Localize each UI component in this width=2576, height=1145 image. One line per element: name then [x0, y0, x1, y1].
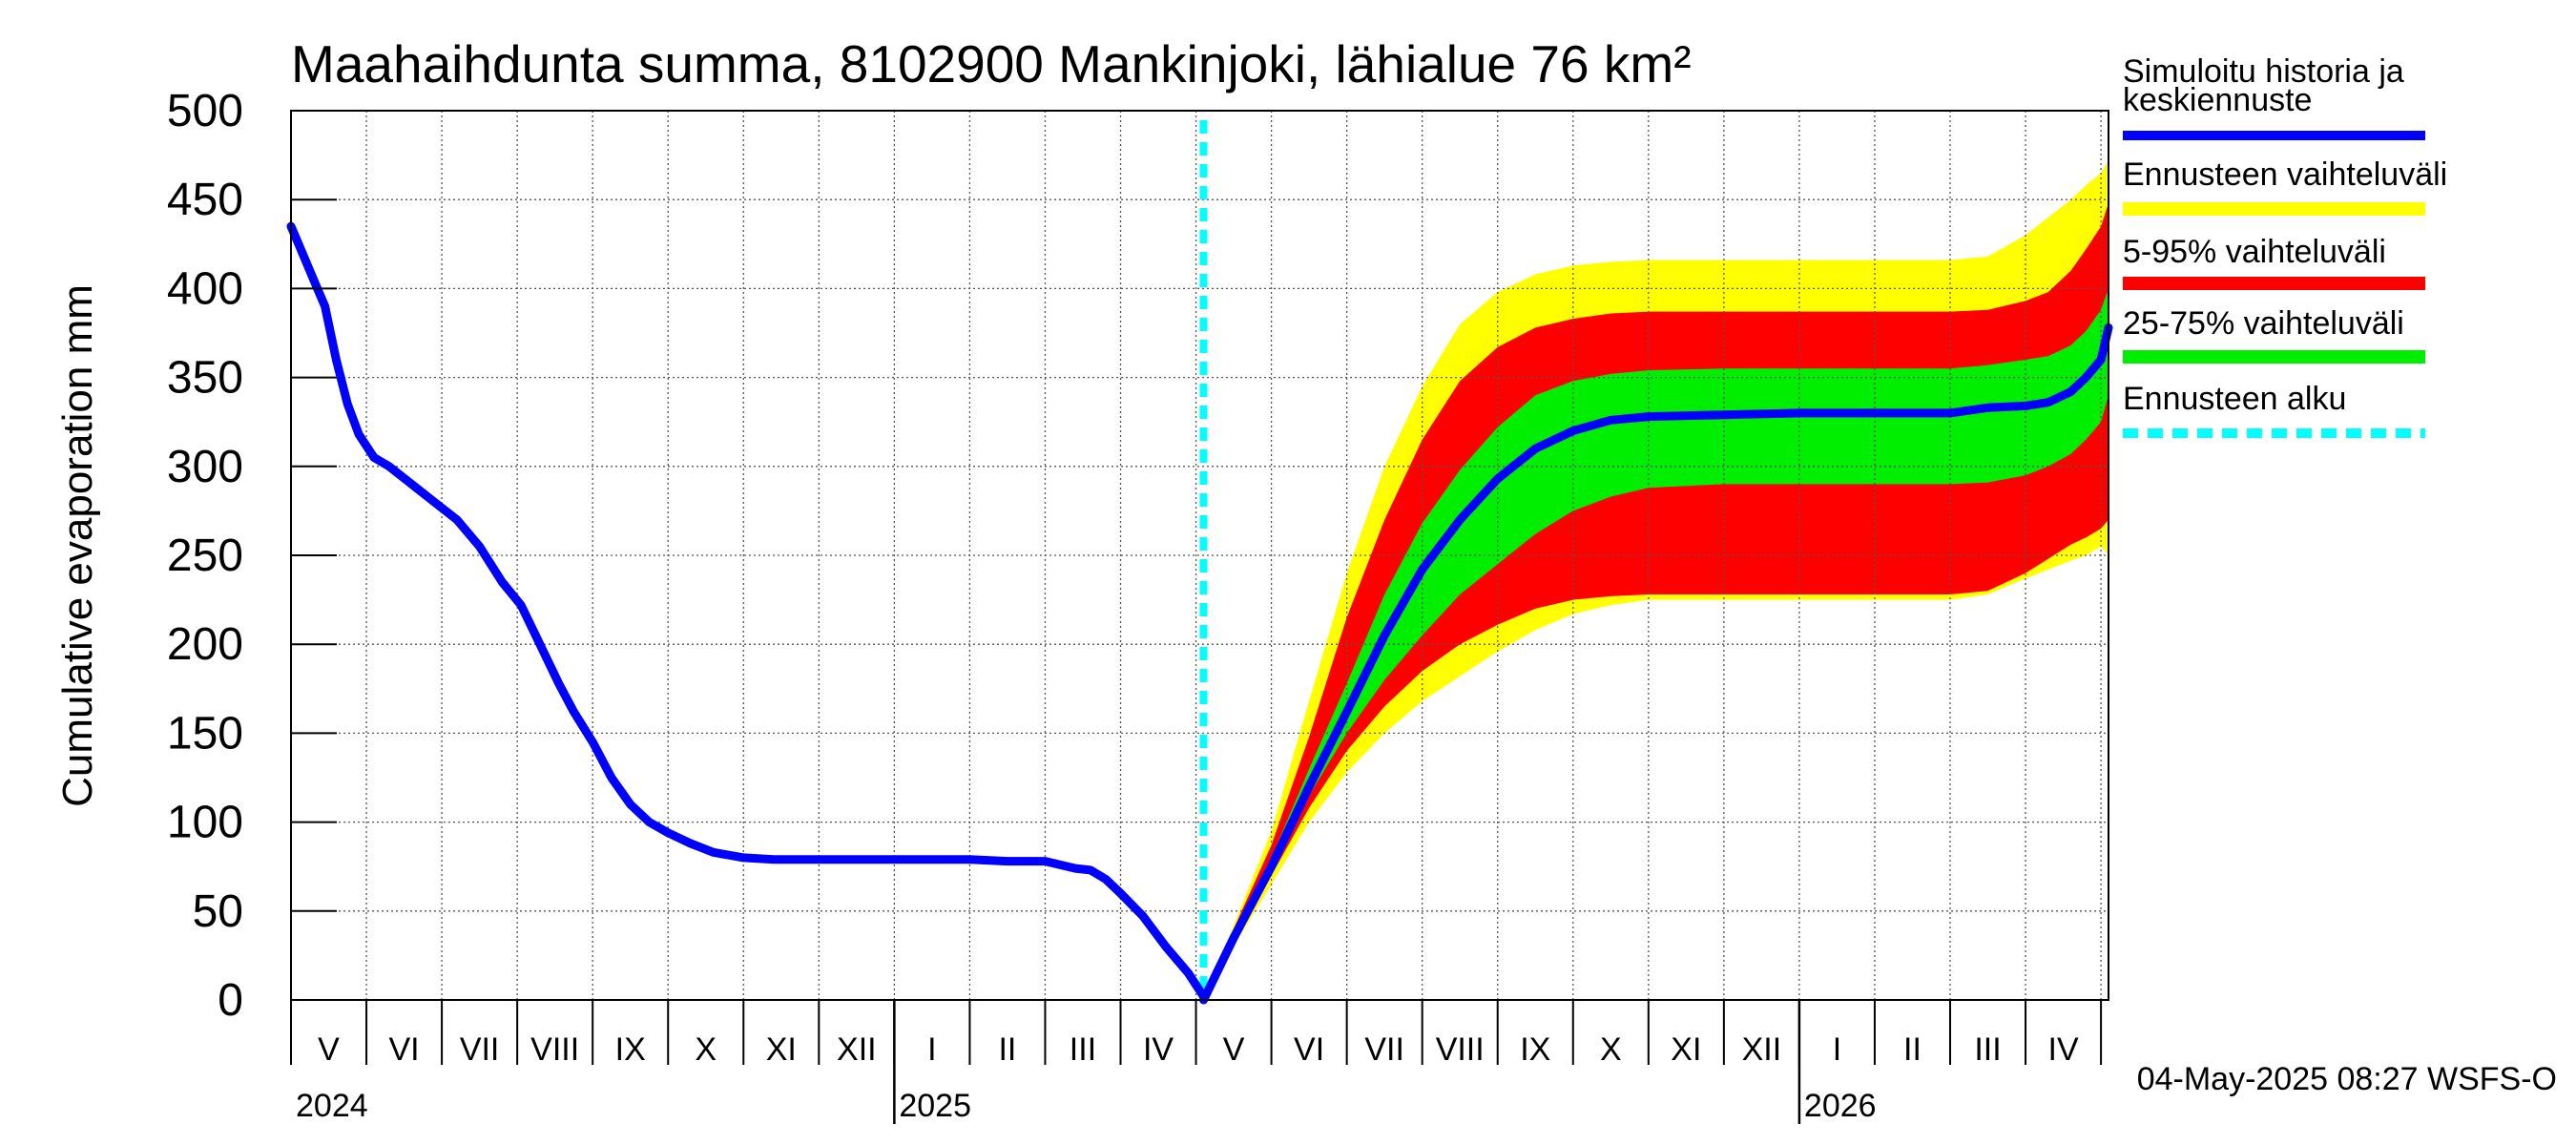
month-label: XII — [837, 1031, 877, 1068]
y-tick-label: 100 — [167, 798, 243, 848]
legend-label-range: Ennusteen vaihteluväli — [2123, 156, 2447, 193]
month-label: VIII — [1436, 1031, 1485, 1068]
month-label: V — [1223, 1031, 1245, 1068]
y-tick-label: 500 — [167, 86, 243, 136]
month-label: VII — [1364, 1031, 1404, 1068]
y-axis-ticks: 0 50 100 150 200 250 300 350 400 450 500 — [167, 86, 337, 1026]
series-lines — [286, 120, 2113, 1005]
forecast-bands — [1203, 160, 2109, 1000]
mean-forecast-line — [1199, 323, 2113, 1005]
month-label: VI — [1294, 1031, 1324, 1068]
month-label: IV — [2048, 1031, 2079, 1068]
year-label: 2026 — [1804, 1088, 1877, 1124]
timestamp: 04-May-2025 08:27 WSFS-O — [2137, 1061, 2557, 1097]
year-label: 2025 — [899, 1088, 971, 1124]
month-label: III — [1070, 1031, 1096, 1068]
month-label: II — [998, 1031, 1016, 1068]
month-label: V — [318, 1031, 340, 1068]
y-tick-label: 0 — [218, 975, 243, 1026]
legend-label-forecast-start: Ennusteen alku — [2123, 381, 2346, 417]
month-label: XI — [766, 1031, 797, 1068]
legend-label-history-line2: keskiennuste — [2123, 82, 2312, 118]
x-axis-ticks: V VI VII VIII IX X XI XII I II III IV V VI VII VIII IX X X… — [290, 1000, 2103, 1124]
year-label: 2024 — [296, 1088, 368, 1124]
month-label: II — [1903, 1031, 1922, 1068]
month-label: III — [1974, 1031, 2001, 1068]
legend-label-history-line1: Simuloitu historia ja — [2123, 53, 2404, 90]
month-label: VIII — [530, 1031, 579, 1068]
month-label: XII — [1742, 1031, 1782, 1068]
y-tick-label: 400 — [167, 263, 243, 314]
y-tick-label: 300 — [167, 442, 243, 492]
legend: Simuloitu historia ja keskiennuste Ennus… — [2123, 53, 2447, 438]
y-tick-label: 450 — [167, 175, 243, 225]
month-label: X — [695, 1031, 717, 1068]
month-label: VI — [389, 1031, 420, 1068]
legend-label-25-75: 25-75% vaihteluväli — [2123, 305, 2404, 342]
month-label: IX — [615, 1031, 646, 1068]
month-label: X — [1600, 1031, 1622, 1068]
y-tick-label: 250 — [167, 531, 243, 581]
history-line — [286, 221, 1208, 1001]
month-label: IX — [1520, 1031, 1550, 1068]
month-label: VII — [460, 1031, 500, 1068]
month-label: XI — [1671, 1031, 1701, 1068]
legend-label-5-95: 5-95% vaihteluväli — [2123, 234, 2386, 270]
month-label: IV — [1143, 1031, 1174, 1068]
y-axis-label: Cumulative evaporation mm — [54, 284, 101, 807]
y-tick-label: 50 — [193, 886, 243, 937]
chart-title: Maahaihdunta summa, 8102900 Mankinjoki, … — [291, 34, 1692, 94]
y-tick-label: 200 — [167, 619, 243, 670]
band-25-75 — [1203, 288, 2109, 1000]
y-tick-label: 350 — [167, 353, 243, 404]
month-label: I — [1833, 1031, 1841, 1068]
grid-lines — [291, 111, 2109, 1000]
y-tick-label: 150 — [167, 708, 243, 759]
month-label: I — [927, 1031, 936, 1068]
